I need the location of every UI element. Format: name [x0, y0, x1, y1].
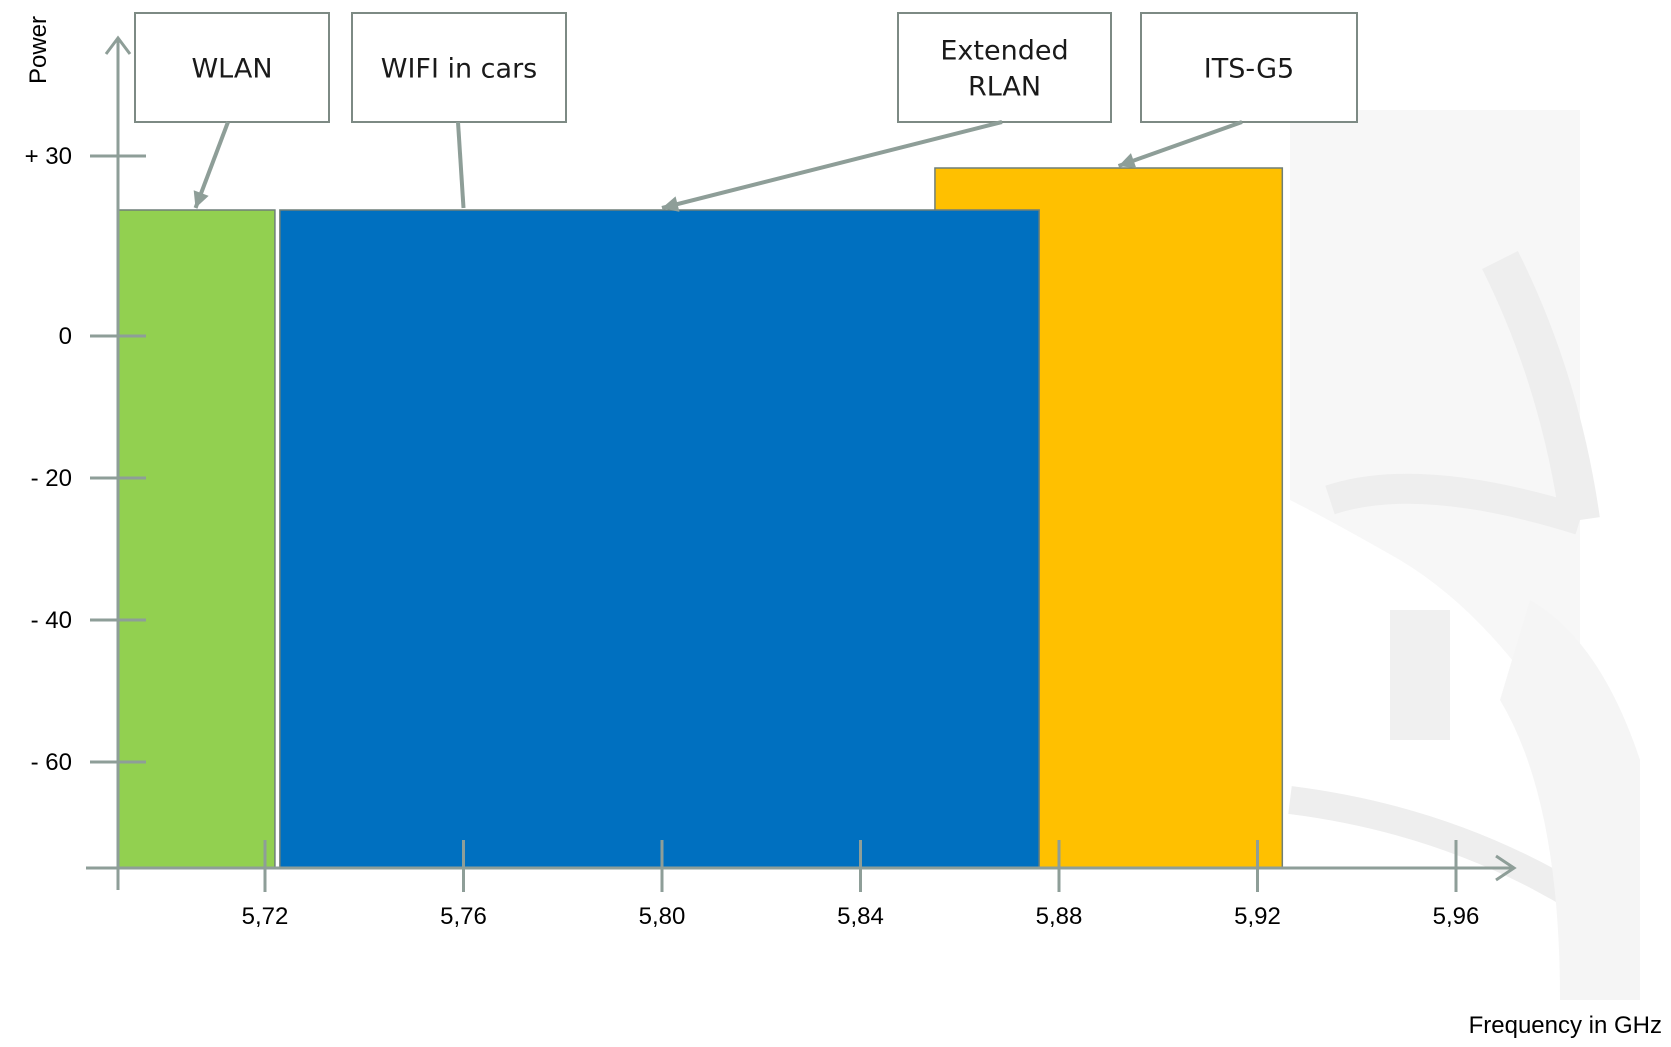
y-tick-label: 0 [59, 323, 72, 350]
frequency-bands [117, 167, 1284, 869]
callout-box [1140, 12, 1358, 123]
y-tick-label: + 30 [25, 143, 72, 170]
callouts: WLAN WIFI in cars Extended RLAN ITS-G5 [134, 12, 1358, 212]
y-axis-arrow-icon [104, 35, 132, 55]
x-tick-label: 5,92 [1234, 903, 1281, 930]
callout-pointer [1117, 120, 1243, 168]
watermark-shape [1500, 600, 1640, 1000]
callout-wlan: WLAN [134, 12, 330, 209]
callout-label: RLAN [968, 72, 1041, 103]
band-wlan [117, 209, 276, 869]
x-tick-label: 5,84 [837, 903, 884, 930]
callout-its-g5: ITS-G5 [1117, 12, 1358, 169]
x-tick-label: 5,80 [639, 903, 686, 930]
callout-label: WLAN [191, 54, 272, 85]
band-wifi-in-cars [279, 209, 1040, 869]
tick-labels: + 30 0 - 20 - 40 - 60 5,72 5,76 5,80 5,84 5,88 5,9… [25, 143, 1480, 930]
x-tick-label: 5,72 [242, 903, 289, 930]
watermark-logo [1288, 110, 1640, 1000]
arrowhead-icon [1118, 153, 1137, 169]
x-axis-arrow-icon [1495, 854, 1517, 882]
y-axis-title: Power [25, 16, 52, 84]
axes [86, 35, 1517, 892]
callout-label: WIFI in cars [381, 54, 538, 85]
watermark-curve [1288, 786, 1588, 912]
x-axis-title: Frequency in GHz [1469, 1012, 1662, 1039]
arrowhead-icon [662, 196, 680, 212]
x-tick-label: 5,96 [1433, 903, 1480, 930]
callout-box [897, 12, 1112, 123]
y-tick-label: - 60 [31, 749, 72, 776]
watermark-curve [1325, 473, 1585, 535]
callout-wifi-in-cars: WIFI in cars [351, 12, 567, 209]
y-tick-label: - 40 [31, 607, 72, 634]
watermark-curve [1482, 251, 1600, 523]
callout-label: Extended [940, 36, 1068, 67]
y-tick-label: - 20 [31, 465, 72, 492]
callout-box [134, 12, 330, 123]
watermark-square [1390, 610, 1450, 740]
x-tick-label: 5,76 [440, 903, 487, 930]
callout-pointer [456, 121, 466, 209]
x-tick-label: 5,88 [1036, 903, 1083, 930]
callout-box [351, 12, 567, 123]
arrowhead-icon [193, 190, 209, 208]
callout-pointer [661, 120, 1003, 210]
callout-extended-rlan: Extended RLAN [661, 12, 1112, 212]
callout-label: ITS-G5 [1204, 54, 1294, 85]
